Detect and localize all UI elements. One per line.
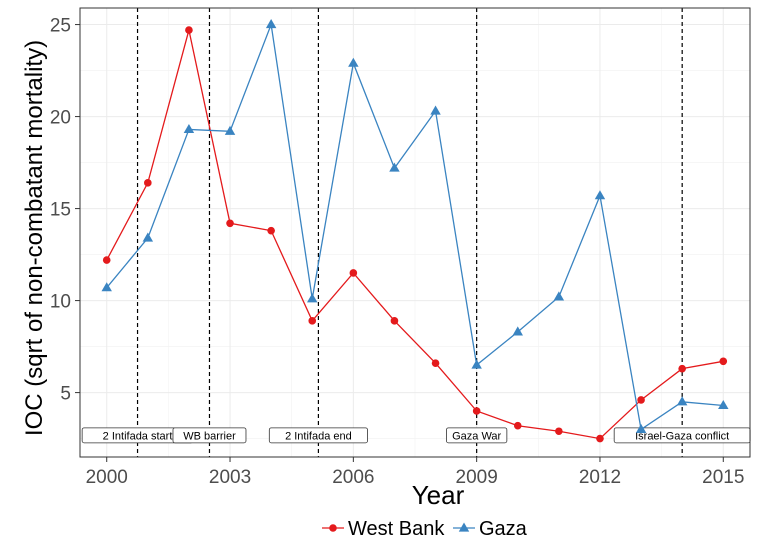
data-point: [142, 232, 154, 242]
data-point: [594, 190, 606, 200]
x-tick-label: 2015: [702, 467, 744, 488]
data-point: [348, 57, 359, 67]
data-point: [719, 357, 728, 366]
x-axis-title: Year: [412, 480, 465, 510]
data-point: [144, 179, 152, 187]
data-point: [512, 326, 523, 336]
event-label: Gaza War: [452, 431, 501, 443]
series-line-gaza: [106, 22, 724, 431]
x-tick-label: 2003: [209, 467, 251, 488]
legend-key-marker: [458, 522, 470, 532]
event-label-box: [268, 427, 368, 444]
data-point: [224, 125, 236, 135]
data-point: [718, 399, 729, 410]
data-point: [431, 359, 440, 367]
y-tick-label: 20: [50, 108, 71, 129]
data-point: [183, 123, 195, 134]
y-tick-label: 10: [50, 292, 71, 313]
x-tick-label: 2009: [456, 467, 498, 488]
y-tick-label: 25: [50, 16, 71, 37]
event-label-box: [172, 427, 247, 444]
event-label: Israel-Gaza conflict: [635, 431, 729, 443]
plot-panel-border: [79, 7, 751, 458]
event-lines: 2 Intifada start WB barrier 2 Intifada end…: [81, 8, 751, 457]
data-point: [226, 219, 234, 228]
legend-label: West Bank: [348, 518, 445, 540]
x-tick-label: 2006: [332, 467, 374, 488]
data-point: [101, 282, 112, 292]
legend-key-marker: [329, 524, 337, 532]
series-line-west-bank: [106, 29, 724, 440]
data-point: [185, 26, 193, 34]
data-point: [635, 423, 647, 433]
event-label: 2 Intifada start: [103, 431, 173, 443]
data-point: [596, 434, 604, 443]
data-point: [390, 317, 399, 325]
x-axis: 2000 2003 2006 2009 2012 2015: [86, 457, 744, 488]
data-point: [471, 359, 482, 369]
x-tick-label: 2012: [579, 467, 621, 488]
series-group: [101, 19, 729, 443]
data-point: [389, 162, 400, 172]
data-point: [553, 291, 565, 301]
grid-minor: [80, 8, 750, 457]
event-label: WB barrier: [183, 431, 236, 443]
data-point: [678, 364, 686, 373]
event-label: 2 Intifada end: [285, 431, 352, 443]
y-tick-label: 5: [60, 384, 71, 405]
x-tick-label: 2000: [86, 467, 128, 488]
data-point: [102, 256, 111, 264]
event-label-box: [446, 427, 508, 444]
legend-label: Gaza: [479, 518, 528, 540]
y-axis: 5 10 15 20 25: [50, 16, 80, 405]
data-point: [472, 407, 481, 415]
y-axis-title: IOC (sqrt of non-combatant mortality): [21, 40, 48, 436]
data-point: [513, 421, 522, 430]
data-point: [265, 19, 277, 29]
data-point: [308, 317, 317, 325]
data-point: [430, 105, 441, 115]
data-point: [637, 396, 645, 404]
data-point: [349, 269, 358, 277]
data-point: [267, 226, 275, 235]
y-tick-label: 15: [50, 200, 71, 221]
data-point: [307, 293, 318, 303]
data-point: [555, 427, 563, 436]
legend: West Bank Gaza: [322, 518, 528, 540]
data-point: [676, 396, 688, 406]
